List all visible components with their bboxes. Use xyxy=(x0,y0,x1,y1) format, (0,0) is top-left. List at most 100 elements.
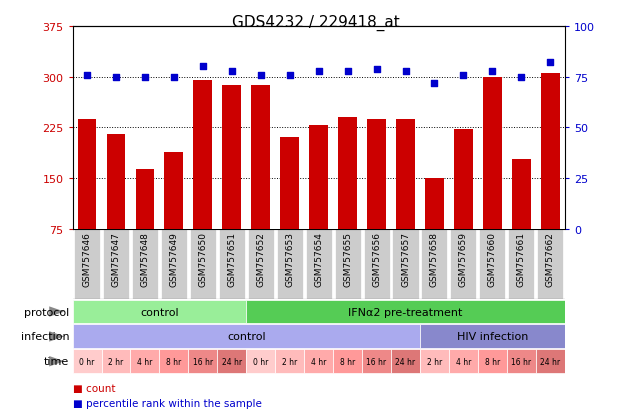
Bar xyxy=(338,118,357,229)
Bar xyxy=(248,229,274,299)
Bar xyxy=(367,119,386,229)
Bar xyxy=(103,229,129,299)
Text: GSM757661: GSM757661 xyxy=(517,231,526,286)
Bar xyxy=(165,153,183,229)
Text: 24 hr: 24 hr xyxy=(396,357,416,366)
Bar xyxy=(73,300,246,324)
Bar xyxy=(541,74,560,229)
Text: 0 hr: 0 hr xyxy=(80,357,95,366)
Bar xyxy=(78,119,97,229)
Text: GSM757651: GSM757651 xyxy=(227,231,236,286)
Bar xyxy=(222,85,241,229)
Bar xyxy=(73,325,420,349)
Text: 2 hr: 2 hr xyxy=(282,357,297,366)
Text: 2 hr: 2 hr xyxy=(427,357,442,366)
Text: 0 hr: 0 hr xyxy=(253,357,268,366)
Text: 24 hr: 24 hr xyxy=(540,357,560,366)
Text: GSM757654: GSM757654 xyxy=(314,231,323,286)
Bar xyxy=(480,229,505,299)
Bar xyxy=(276,229,303,299)
Bar xyxy=(217,349,246,373)
Bar xyxy=(246,300,565,324)
Text: GSM757653: GSM757653 xyxy=(285,231,294,286)
Bar xyxy=(280,138,299,229)
Bar xyxy=(420,349,449,373)
Point xyxy=(256,72,266,79)
Bar xyxy=(160,349,189,373)
Point xyxy=(545,60,555,66)
Bar xyxy=(251,85,270,229)
Bar xyxy=(246,349,275,373)
Text: GSM757652: GSM757652 xyxy=(256,231,265,286)
Text: ■ percentile rank within the sample: ■ percentile rank within the sample xyxy=(73,398,261,408)
Bar xyxy=(536,349,565,373)
Point xyxy=(82,72,92,79)
Bar xyxy=(362,349,391,373)
Bar xyxy=(304,349,333,373)
Text: GSM757657: GSM757657 xyxy=(401,231,410,286)
Bar xyxy=(363,229,389,299)
Bar xyxy=(136,170,155,229)
Point xyxy=(198,64,208,71)
Point xyxy=(111,74,121,81)
Text: 8 hr: 8 hr xyxy=(340,357,355,366)
Bar xyxy=(425,178,444,229)
Bar xyxy=(509,229,534,299)
Text: 16 hr: 16 hr xyxy=(367,357,387,366)
Text: 16 hr: 16 hr xyxy=(511,357,531,366)
Point xyxy=(372,66,382,73)
Bar xyxy=(451,229,476,299)
Point xyxy=(285,72,295,79)
Polygon shape xyxy=(49,306,64,317)
Bar xyxy=(483,77,502,229)
Bar xyxy=(194,81,212,229)
Text: GSM757662: GSM757662 xyxy=(546,231,555,286)
Text: 8 hr: 8 hr xyxy=(167,357,182,366)
Bar xyxy=(422,229,447,299)
Point xyxy=(401,68,411,75)
Text: HIV infection: HIV infection xyxy=(457,332,528,342)
Point xyxy=(430,80,440,87)
Bar xyxy=(537,229,563,299)
Bar xyxy=(478,349,507,373)
Text: 24 hr: 24 hr xyxy=(221,357,242,366)
Bar xyxy=(73,349,102,373)
Bar xyxy=(512,160,531,229)
Point xyxy=(227,68,237,75)
Text: time: time xyxy=(44,356,69,366)
Bar xyxy=(189,349,217,373)
Text: GSM757656: GSM757656 xyxy=(372,231,381,286)
Text: control: control xyxy=(227,332,266,342)
Text: GSM757648: GSM757648 xyxy=(141,231,150,286)
Text: GSM757646: GSM757646 xyxy=(83,231,91,286)
Text: 4 hr: 4 hr xyxy=(311,357,326,366)
Text: 4 hr: 4 hr xyxy=(456,357,471,366)
Text: GDS4232 / 229418_at: GDS4232 / 229418_at xyxy=(232,14,399,31)
Bar xyxy=(102,349,131,373)
Point xyxy=(516,74,526,81)
Bar xyxy=(333,349,362,373)
Text: GSM757655: GSM757655 xyxy=(343,231,352,286)
Point xyxy=(343,68,353,75)
Bar xyxy=(454,130,473,229)
Text: 8 hr: 8 hr xyxy=(485,357,500,366)
Point xyxy=(140,74,150,81)
Point xyxy=(314,68,324,75)
Text: GSM757649: GSM757649 xyxy=(169,231,179,286)
Text: ■ count: ■ count xyxy=(73,383,115,393)
Text: GSM757650: GSM757650 xyxy=(198,231,208,286)
Text: 16 hr: 16 hr xyxy=(193,357,213,366)
Bar xyxy=(507,349,536,373)
Text: GSM757660: GSM757660 xyxy=(488,231,497,286)
Bar xyxy=(392,229,418,299)
Text: protocol: protocol xyxy=(24,307,69,317)
Bar xyxy=(449,349,478,373)
Bar xyxy=(74,229,100,299)
Polygon shape xyxy=(49,331,64,342)
Bar xyxy=(131,349,160,373)
Bar xyxy=(219,229,245,299)
Bar xyxy=(420,325,565,349)
Text: IFNα2 pre-treatment: IFNα2 pre-treatment xyxy=(348,307,463,317)
Text: 4 hr: 4 hr xyxy=(138,357,153,366)
Bar xyxy=(275,349,304,373)
